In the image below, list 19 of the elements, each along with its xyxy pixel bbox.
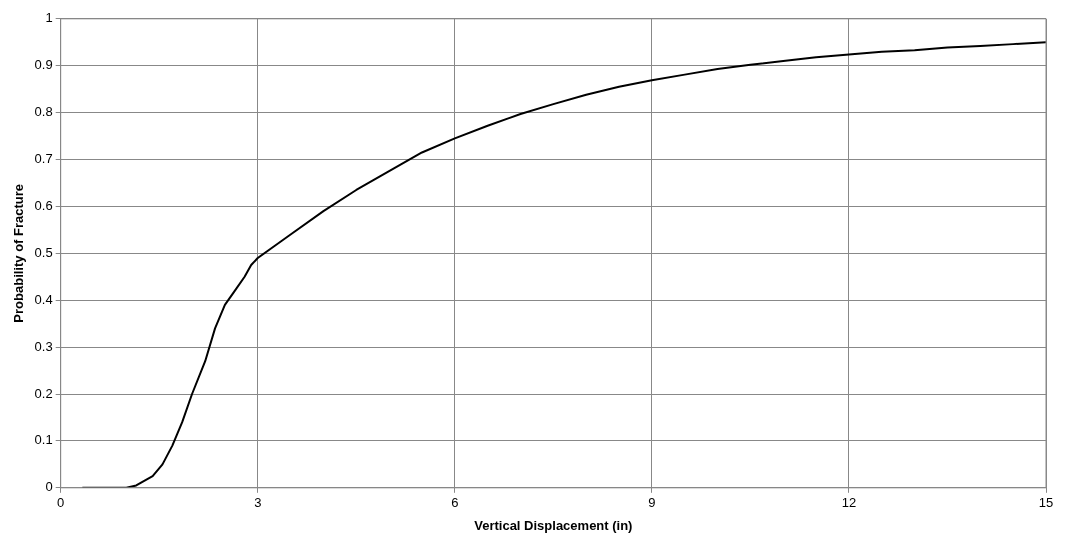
x-axis-title: Vertical Displacement (in) [474, 517, 633, 533]
y-tick-label: 0.5 [34, 244, 53, 260]
x-tick-label: 3 [254, 495, 262, 511]
y-axis-title: Probability of Fracture [11, 183, 27, 323]
y-tick-label: 0.9 [34, 57, 53, 73]
y-tick-label: 0.2 [34, 385, 53, 401]
y-tick-label: 0 [45, 479, 53, 495]
y-tick-label: 0.7 [34, 151, 53, 167]
y-tick-label: 0.3 [34, 338, 53, 354]
y-tick-label: 0.4 [34, 291, 53, 307]
x-tick-label: 0 [57, 495, 65, 511]
x-tick-label: 12 [841, 495, 857, 511]
y-tick-label: 1 [45, 10, 53, 26]
y-tick-label: 0.1 [34, 432, 53, 448]
y-tick-label: 0.6 [34, 197, 53, 213]
y-tick-label: 0.8 [34, 104, 53, 120]
x-tick-label: 9 [648, 495, 656, 511]
x-tick-label: 15 [1038, 495, 1054, 511]
x-tick-label: 6 [451, 495, 459, 511]
